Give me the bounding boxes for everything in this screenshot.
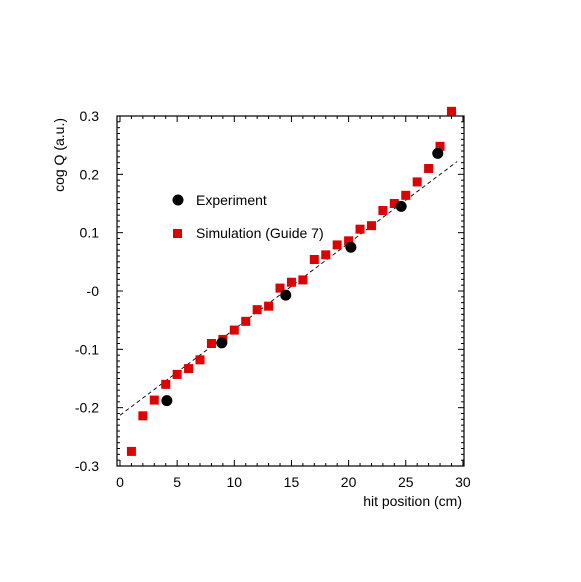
y-tick-label: -0.3	[75, 458, 99, 474]
experiment-point	[161, 395, 173, 407]
simulation-point	[309, 255, 319, 264]
simulation-point	[344, 236, 354, 246]
x-tick-label: 0	[116, 474, 124, 490]
simulation-point	[252, 305, 262, 315]
x-tick-label: 10	[227, 474, 243, 490]
y-tick-label: -0.1	[75, 341, 99, 357]
x-axis-ticks: 0 5 10 15 20 25 30	[116, 116, 471, 490]
legend-simulation-marker	[173, 229, 182, 238]
simulation-point	[172, 369, 182, 379]
simulation-point	[412, 177, 422, 187]
experiment-point	[216, 337, 228, 349]
simulation-point	[286, 277, 296, 287]
y-tick-label: 0.3	[80, 108, 100, 124]
simulation-point	[321, 250, 331, 260]
simulation-point	[332, 240, 342, 250]
y-axis-ticks: -0.3 -0.2 -0.1 -0 0.1 0.2 0.3	[75, 108, 464, 474]
legend-experiment-marker	[172, 194, 184, 206]
simulation-point	[298, 275, 308, 285]
y-tick-label: 0.2	[80, 166, 100, 182]
legend-experiment-label: Experiment	[196, 192, 267, 208]
experiment-point	[280, 289, 292, 301]
x-tick-label: 5	[173, 474, 181, 490]
simulation-point	[126, 446, 136, 456]
x-tick-label: 20	[341, 474, 357, 490]
simulation-point	[389, 199, 399, 208]
plot-frame	[116, 115, 465, 467]
data-marks	[126, 106, 456, 456]
y-axis-label: cog Q (a.u.)	[51, 118, 67, 192]
simulation-point	[184, 364, 194, 374]
legend: Experiment Simulation (Guide 7)	[172, 192, 324, 241]
y-tick-label: 0.1	[80, 225, 100, 241]
simulation-point	[138, 411, 148, 421]
simulation-point	[161, 379, 171, 389]
x-tick-label: 25	[398, 474, 414, 490]
legend-simulation-label: Simulation (Guide 7)	[196, 225, 324, 241]
simulation-point	[241, 316, 251, 326]
x-axis-label: hit position (cm)	[363, 493, 462, 509]
simulation-point	[424, 164, 434, 173]
simulation-point	[149, 395, 159, 405]
experiment-point	[395, 200, 407, 212]
experiment-point	[432, 147, 444, 159]
y-tick-label: -0	[87, 283, 100, 299]
experiment-point	[345, 241, 357, 253]
simulation-point	[275, 283, 285, 293]
y-tick-label: -0.2	[75, 400, 99, 416]
x-tick-label: 30	[455, 474, 471, 490]
x-tick-label: 15	[284, 474, 300, 490]
simulation-point	[435, 141, 445, 151]
simulation-point	[195, 355, 205, 365]
simulation-point	[378, 206, 388, 215]
simulation-point	[366, 221, 376, 231]
simulation-point	[264, 301, 274, 311]
simulation-point	[355, 224, 365, 234]
simulation-point	[446, 106, 456, 116]
simulation-point	[206, 339, 216, 348]
simulation-point	[401, 190, 411, 200]
simulation-point	[229, 325, 239, 335]
